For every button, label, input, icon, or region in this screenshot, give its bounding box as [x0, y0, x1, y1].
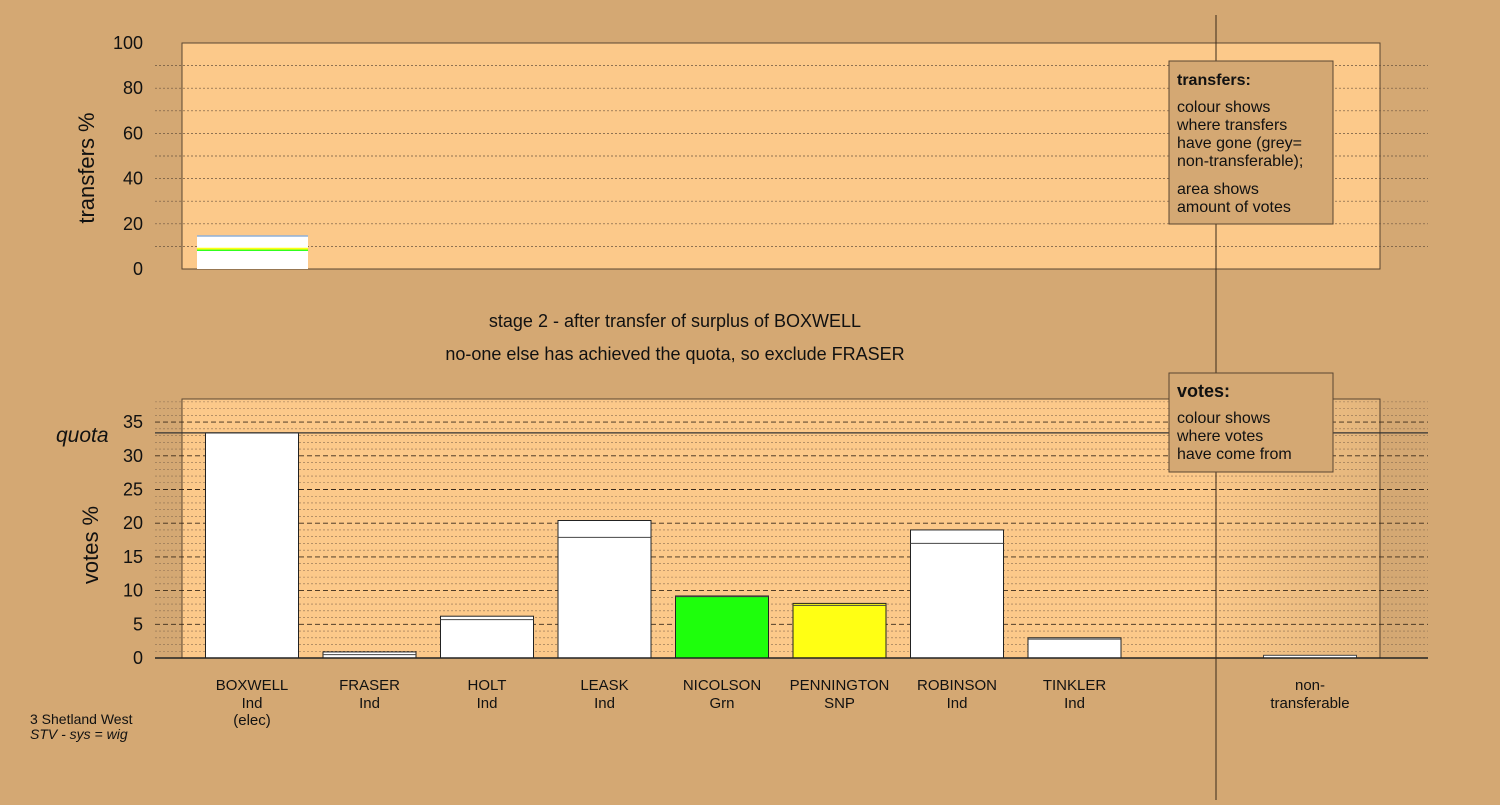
- candidate-party-label: Ind: [242, 695, 263, 712]
- votes-legend-line: colour shows: [1177, 410, 1270, 427]
- transfers-y-tick-label: 0: [133, 259, 143, 279]
- votes-y-tick-label: 5: [133, 614, 143, 634]
- candidate-party-label: SNP: [824, 695, 855, 712]
- votes-y-ticks: 0 5 10 15 20 25 30 35: [123, 412, 143, 668]
- candidate-bar-boxwell: [205, 432, 299, 659]
- candidate-party-label: Ind: [947, 695, 968, 712]
- transfers-y-ticks: 0 20 40 60 80 100: [113, 33, 143, 279]
- transfers-legend-title: transfers:: [1177, 72, 1251, 89]
- transfers-y-tick-label: 100: [113, 33, 143, 53]
- transfers-legend-line: where transfers: [1176, 117, 1287, 134]
- candidate-party-label: Ind: [359, 695, 380, 712]
- nontransferable-label: non-: [1295, 677, 1325, 694]
- candidate-name-label: PENNINGTON: [790, 677, 890, 694]
- transfers-y-axis-label: transfers %: [74, 112, 99, 223]
- candidate-name-label: LEASK: [580, 677, 628, 694]
- transfers-legend-line: non-transferable);: [1177, 153, 1303, 170]
- candidate-party-label: Ind: [594, 695, 615, 712]
- transfers-y-tick-label: 60: [123, 123, 143, 143]
- stage-title: stage 2 - after transfer of surplus of B…: [489, 311, 861, 331]
- transfers-legend: transfers: colour shows where transfers …: [1168, 60, 1334, 225]
- transfers-bars: [197, 235, 308, 269]
- stage-subtitle: no-one else has achieved the quota, so e…: [445, 344, 904, 364]
- votes-y-tick-label: 30: [123, 446, 143, 466]
- candidate-labels: BOXWELLInd(elec)FRASERIndHOLTIndLEASKInd…: [216, 677, 1350, 729]
- candidate-bar-tinkler: [1027, 637, 1122, 659]
- candidate-party-label: Ind: [1064, 695, 1085, 712]
- transfers-y-tick-label: 40: [123, 169, 143, 189]
- votes-bars: [205, 432, 1357, 659]
- transfer-bar: [197, 236, 308, 269]
- quota-label: quota: [56, 424, 109, 447]
- transfer-segment-snp: [197, 247, 308, 250]
- votes-y-tick-label: 15: [123, 547, 143, 567]
- transfer-segment-grn: [197, 249, 308, 251]
- votes-y-tick-label: 35: [123, 412, 143, 432]
- votes-y-axis-label: votes %: [78, 506, 103, 584]
- votes-legend-line: where votes: [1176, 428, 1263, 445]
- transfers-legend-line: colour shows: [1177, 99, 1270, 116]
- candidate-name-label: BOXWELL: [216, 677, 289, 694]
- votes-legend-title: votes:: [1177, 381, 1230, 401]
- candidate-party-label: Ind: [477, 695, 498, 712]
- transfers-legend-line: area shows: [1177, 181, 1259, 198]
- candidate-note-label: (elec): [233, 712, 271, 729]
- candidate-bar-leask: [557, 520, 652, 659]
- candidate-name-label: NICOLSON: [683, 677, 761, 694]
- candidate-name-label: TINKLER: [1043, 677, 1107, 694]
- transfers-y-tick-label: 80: [123, 78, 143, 98]
- votes-y-tick-label: 20: [123, 513, 143, 533]
- constituency-label: 3 Shetland West: [30, 711, 133, 727]
- candidate-bar-holt: [440, 615, 534, 659]
- transfers-legend-line: have gone (grey=: [1177, 135, 1302, 152]
- votes-y-tick-label: 10: [123, 581, 143, 601]
- votes-legend-line: have come from: [1177, 446, 1292, 463]
- candidate-name-label: HOLT: [468, 677, 507, 694]
- system-label: STV - sys = wig: [30, 726, 128, 742]
- candidate-bar-robinson: [910, 529, 1004, 659]
- candidate-bar-nicolson: [675, 595, 769, 659]
- votes-y-tick-label: 25: [123, 480, 143, 500]
- candidate-party-label: Grn: [709, 695, 734, 712]
- votes-legend: votes: colour shows where votes have com…: [1168, 372, 1334, 473]
- transfers-legend-line: amount of votes: [1177, 199, 1291, 216]
- candidate-name-label: FRASER: [339, 677, 400, 694]
- nontransferable-label: transferable: [1270, 695, 1349, 712]
- candidate-name-label: ROBINSON: [917, 677, 997, 694]
- transfers-y-tick-label: 20: [123, 214, 143, 234]
- candidate-bar-pennington: [792, 602, 887, 659]
- votes-y-tick-label: 0: [133, 648, 143, 668]
